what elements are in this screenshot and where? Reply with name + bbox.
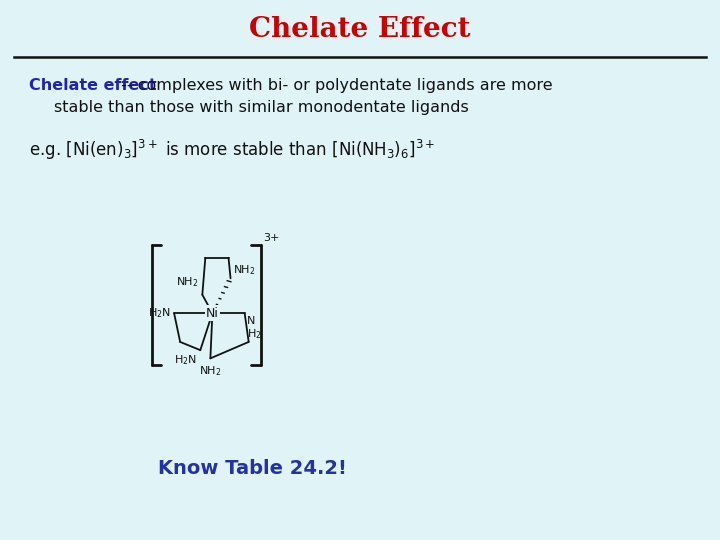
Text: 3+: 3+	[264, 233, 280, 243]
Text: Chelate Effect: Chelate Effect	[249, 16, 471, 43]
Text: -- complexes with bi- or polydentate ligands are more: -- complexes with bi- or polydentate lig…	[116, 78, 552, 93]
Text: Ni: Ni	[206, 307, 219, 320]
Text: Chelate effect: Chelate effect	[29, 78, 156, 93]
Text: stable than those with similar monodentate ligands: stable than those with similar monodenta…	[54, 100, 469, 115]
Text: H$_2$N: H$_2$N	[174, 353, 197, 367]
Text: NH$_2$: NH$_2$	[199, 364, 222, 377]
Text: NH$_2$: NH$_2$	[176, 275, 199, 289]
Text: e.g. [Ni(en)$_3$]$^{3+}$ is more stable than [Ni(NH$_3$)$_6$]$^{3+}$: e.g. [Ni(en)$_3$]$^{3+}$ is more stable …	[29, 138, 435, 162]
Text: H$_2$: H$_2$	[247, 327, 261, 341]
Text: NH$_2$: NH$_2$	[233, 263, 256, 276]
Text: Know Table 24.2!: Know Table 24.2!	[158, 459, 347, 478]
Text: H$_2$N: H$_2$N	[148, 306, 171, 320]
Text: N: N	[247, 316, 255, 326]
